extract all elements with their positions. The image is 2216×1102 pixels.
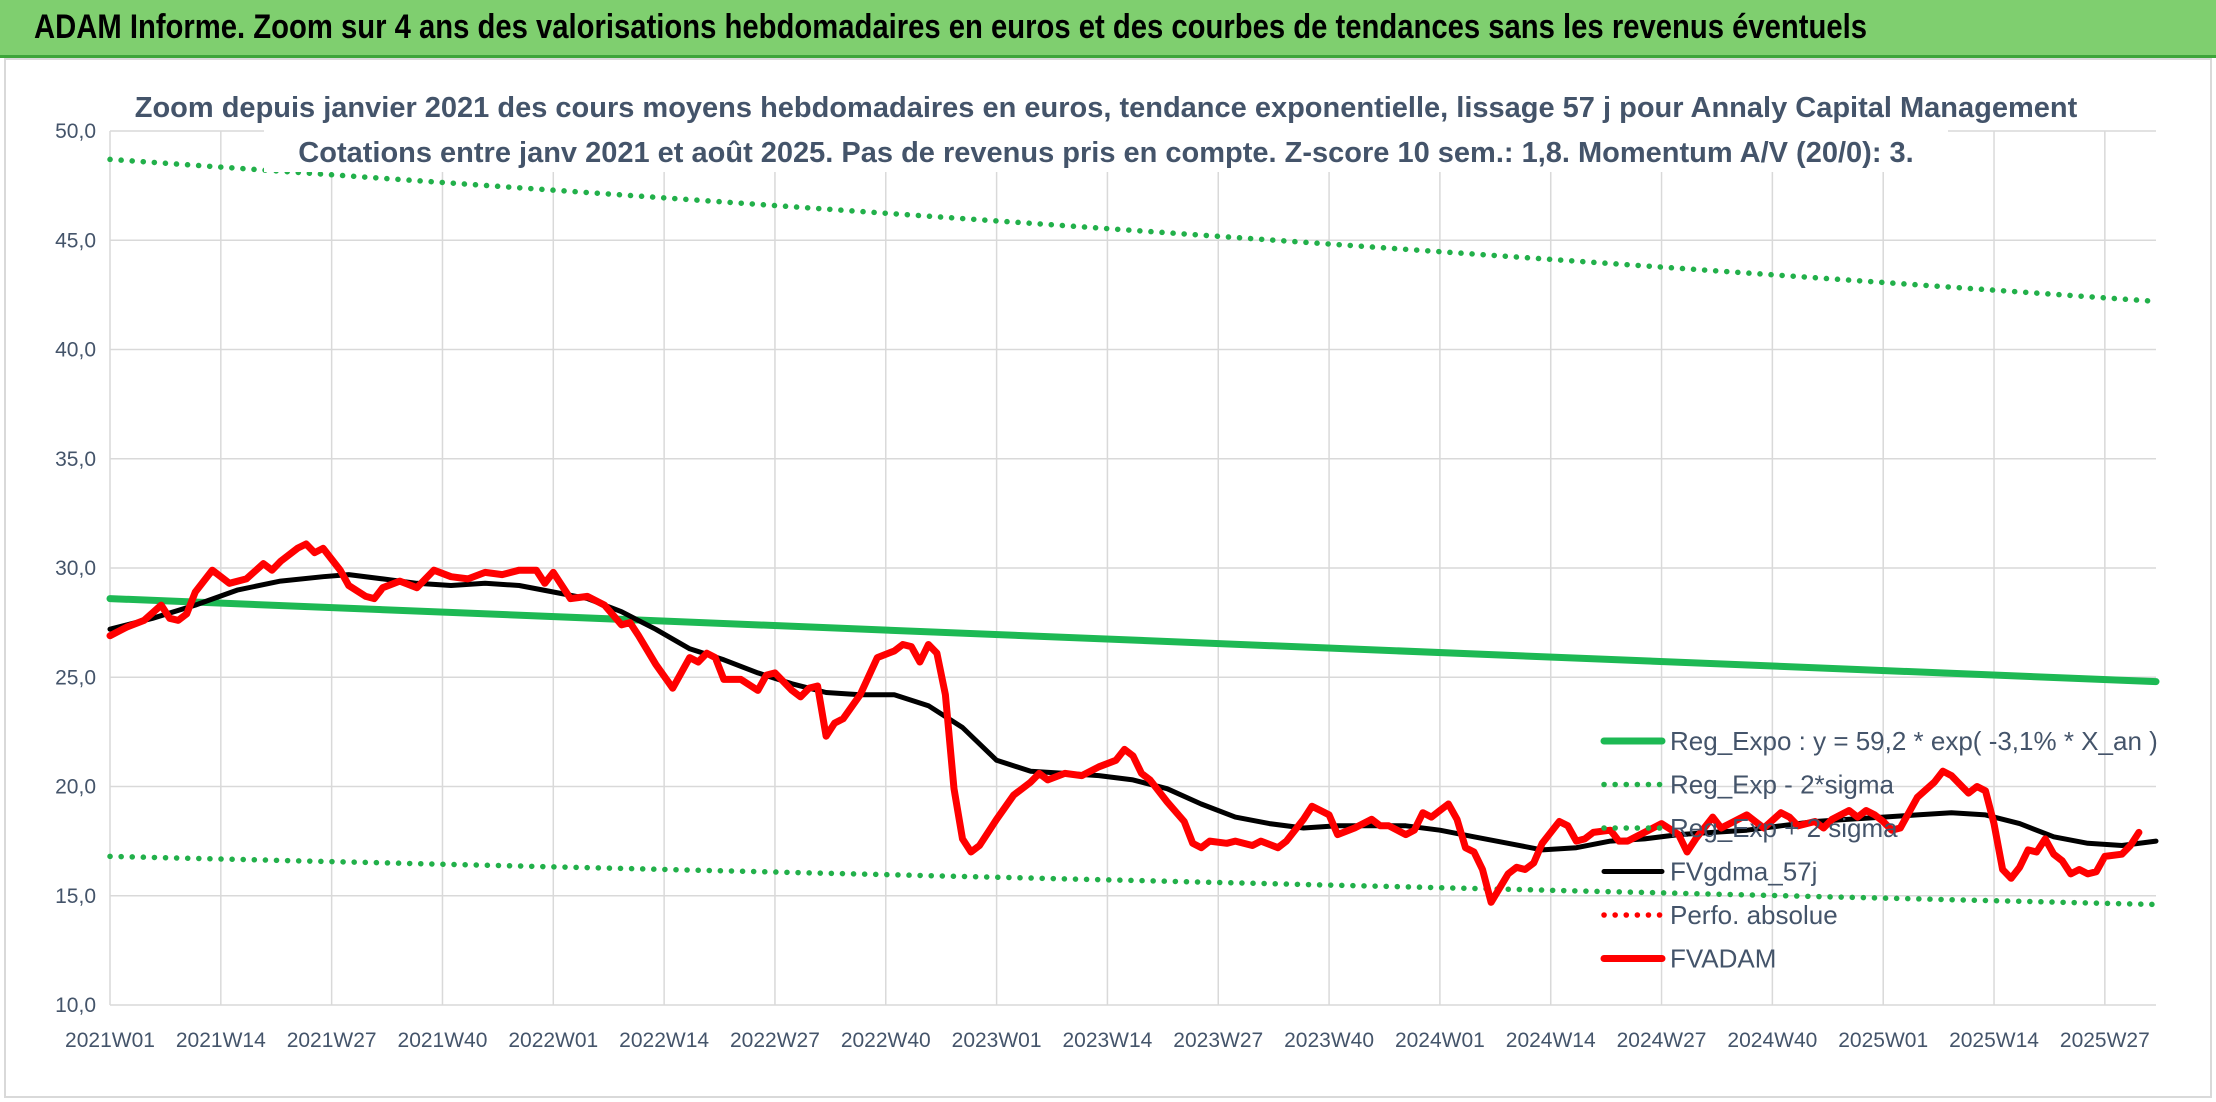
x-tick-label: 2024W14 [1506,1029,1596,1052]
y-tick-label: 40,0 [55,339,96,362]
chart-title: Zoom depuis janvier 2021 des cours moyen… [135,92,2078,124]
legend-label: FVgdma_57j [1670,857,1817,887]
y-tick-label: 10,0 [55,994,96,1017]
y-tick-label: 35,0 [55,448,96,471]
y-tick-label: 30,0 [55,557,96,580]
legend: Reg_Expo : y = 59,2 * exp( -3,1% * X_an … [1600,726,2158,974]
x-tick-label: 2022W40 [841,1029,931,1052]
x-tick-label: 2025W14 [1949,1029,2039,1052]
y-tick-label: 15,0 [55,885,96,908]
x-tick-label: 2021W40 [398,1029,488,1052]
legend-label: Reg_Expo : y = 59,2 * exp( -3,1% * X_an … [1670,726,2158,756]
y-axis-ticks: 10,0 15,0 20,0 25,0 30,0 35,0 40,0 45,0 50,0 [55,120,96,1017]
series-line-1 [107,853,2159,908]
header-banner: ADAM Informe. Zoom sur 4 ans des valoris… [0,0,2216,58]
x-tick-label: 2023W40 [1284,1029,1374,1052]
x-tick-label: 2023W14 [1062,1029,1152,1052]
x-tick-label: 2022W27 [730,1029,820,1052]
x-tick-label: 2022W01 [508,1029,598,1052]
series-line-0 [106,595,2160,686]
gridlines [109,130,2156,1006]
y-tick-label: 20,0 [55,776,96,799]
x-axis-ticks: 2021W01 2021W14 2021W27 2021W40 2022W01 2022W… [65,1029,2150,1052]
chart-frame [4,58,2212,1098]
chart-subtitle: Cotations entre janv 2021 et août 2025. … [298,137,1913,169]
y-tick-label: 45,0 [55,229,96,252]
series-line-5 [106,540,2143,906]
x-tick-label: 2022W14 [619,1029,709,1052]
series-layer [106,156,2160,908]
x-tick-label: 2023W27 [1173,1029,1263,1052]
x-tick-label: 2021W01 [65,1029,155,1052]
legend-label: Reg_Exp + 2 sigma [1670,813,1898,843]
x-tick-label: 2025W01 [1838,1029,1928,1052]
y-tick-label: 50,0 [55,120,96,143]
x-tick-label: 2024W01 [1395,1029,1485,1052]
x-tick-label: 2021W27 [287,1029,377,1052]
x-tick-label: 2024W40 [1727,1029,1817,1052]
x-tick-label: 2024W27 [1617,1029,1707,1052]
legend-label: FVADAM [1670,944,1776,974]
x-tick-label: 2021W14 [176,1029,266,1052]
page-title: ADAM Informe. Zoom sur 4 ans des valoris… [34,8,1867,46]
series-line-2 [107,156,2159,305]
y-tick-label: 25,0 [55,666,96,689]
x-tick-label: 2025W27 [2060,1029,2150,1052]
x-tick-label: 2023W01 [952,1029,1042,1052]
legend-label: Perfo. absolue [1670,900,1838,930]
legend-label: Reg_Exp - 2*sigma [1670,770,1895,800]
title-backdrop [264,94,1948,172]
